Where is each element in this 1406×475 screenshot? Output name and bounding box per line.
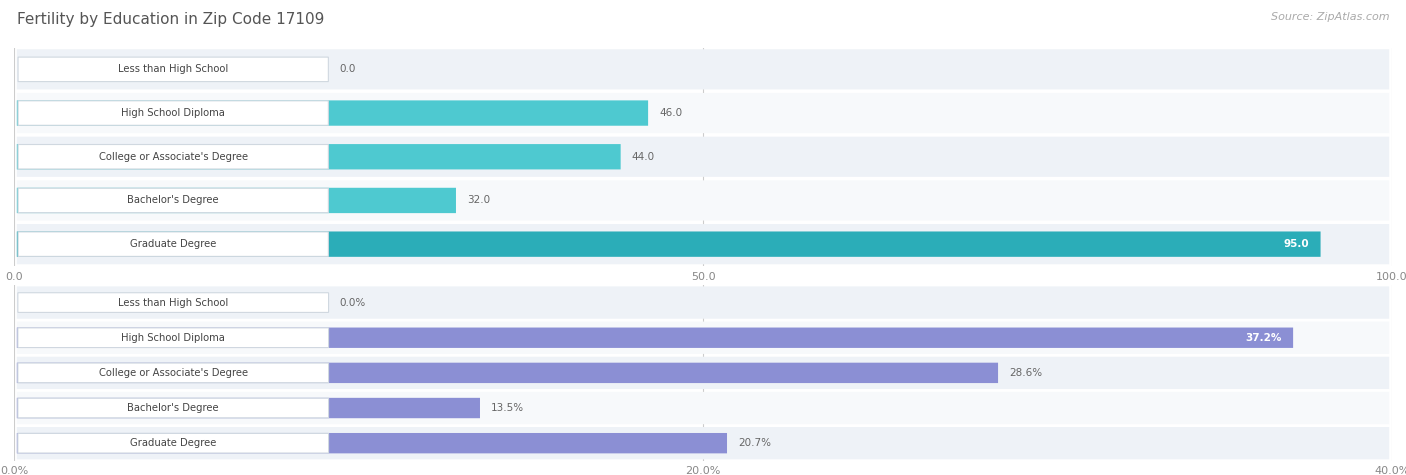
FancyBboxPatch shape (17, 363, 998, 383)
FancyBboxPatch shape (17, 180, 1389, 220)
FancyBboxPatch shape (18, 188, 329, 213)
Text: 44.0: 44.0 (631, 152, 655, 162)
Text: Graduate Degree: Graduate Degree (129, 438, 217, 448)
FancyBboxPatch shape (17, 328, 1294, 348)
FancyBboxPatch shape (18, 363, 329, 383)
Text: High School Diploma: High School Diploma (121, 332, 225, 343)
FancyBboxPatch shape (17, 231, 1320, 257)
FancyBboxPatch shape (17, 322, 1389, 354)
FancyBboxPatch shape (18, 232, 329, 256)
Text: 46.0: 46.0 (659, 108, 682, 118)
FancyBboxPatch shape (17, 357, 1389, 389)
Text: 95.0: 95.0 (1284, 239, 1309, 249)
FancyBboxPatch shape (18, 101, 329, 125)
Text: Graduate Degree: Graduate Degree (129, 239, 217, 249)
FancyBboxPatch shape (18, 398, 329, 418)
Text: Less than High School: Less than High School (118, 64, 228, 75)
Text: Source: ZipAtlas.com: Source: ZipAtlas.com (1271, 12, 1389, 22)
FancyBboxPatch shape (18, 293, 329, 313)
Text: 0.0: 0.0 (339, 64, 356, 75)
Text: College or Associate's Degree: College or Associate's Degree (98, 368, 247, 378)
Text: Bachelor's Degree: Bachelor's Degree (128, 195, 219, 206)
FancyBboxPatch shape (17, 398, 479, 418)
FancyBboxPatch shape (18, 328, 329, 348)
Text: 37.2%: 37.2% (1246, 332, 1282, 343)
Text: Fertility by Education in Zip Code 17109: Fertility by Education in Zip Code 17109 (17, 12, 325, 27)
FancyBboxPatch shape (17, 93, 1389, 133)
FancyBboxPatch shape (17, 224, 1389, 264)
Text: 20.7%: 20.7% (738, 438, 770, 448)
FancyBboxPatch shape (18, 144, 329, 169)
Text: 32.0: 32.0 (467, 195, 491, 206)
FancyBboxPatch shape (17, 100, 648, 126)
Text: High School Diploma: High School Diploma (121, 108, 225, 118)
Text: 13.5%: 13.5% (491, 403, 524, 413)
FancyBboxPatch shape (18, 57, 329, 82)
FancyBboxPatch shape (17, 427, 1389, 459)
FancyBboxPatch shape (17, 188, 456, 213)
FancyBboxPatch shape (17, 137, 1389, 177)
Text: College or Associate's Degree: College or Associate's Degree (98, 152, 247, 162)
FancyBboxPatch shape (18, 433, 329, 453)
Text: 0.0%: 0.0% (339, 297, 366, 308)
Text: 28.6%: 28.6% (1010, 368, 1042, 378)
FancyBboxPatch shape (17, 144, 620, 170)
Text: Bachelor's Degree: Bachelor's Degree (128, 403, 219, 413)
Text: Less than High School: Less than High School (118, 297, 228, 308)
FancyBboxPatch shape (17, 433, 727, 453)
FancyBboxPatch shape (17, 286, 1389, 319)
FancyBboxPatch shape (17, 392, 1389, 424)
FancyBboxPatch shape (17, 49, 1389, 89)
